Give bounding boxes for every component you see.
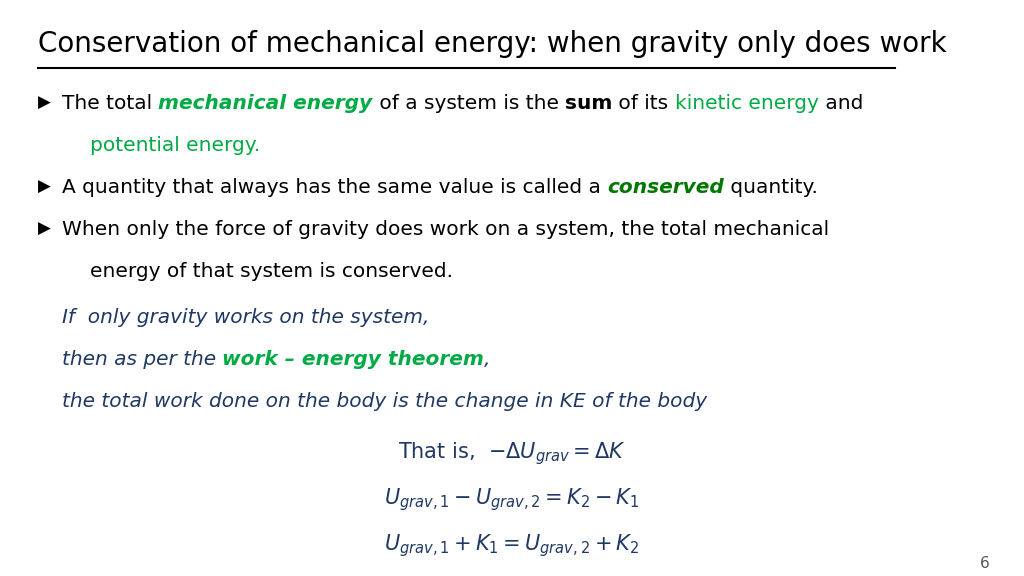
Text: work – energy theorem: work – energy theorem	[222, 350, 484, 369]
Text: of its: of its	[612, 94, 675, 113]
Text: If  only gravity works on the system,: If only gravity works on the system,	[62, 308, 429, 327]
Text: A quantity that always has the same value is called a: A quantity that always has the same valu…	[62, 178, 607, 197]
Text: ,: ,	[484, 350, 490, 369]
Text: ▶: ▶	[38, 94, 51, 112]
Text: The total: The total	[62, 94, 159, 113]
Text: energy of that system is conserved.: energy of that system is conserved.	[90, 262, 453, 281]
Text: potential energy.: potential energy.	[90, 136, 260, 155]
Text: $U_{grav,1} + K_1 = U_{grav,2} + K_2$: $U_{grav,1} + K_1 = U_{grav,2} + K_2$	[384, 532, 640, 559]
Text: sum: sum	[565, 94, 612, 113]
Text: When only the force of gravity does work on a system, the total mechanical: When only the force of gravity does work…	[62, 220, 829, 239]
Text: then as per the: then as per the	[62, 350, 222, 369]
Text: mechanical energy: mechanical energy	[159, 94, 373, 113]
Text: Conservation of mechanical energy: when gravity only does work: Conservation of mechanical energy: when …	[38, 30, 946, 58]
Text: of a system is the: of a system is the	[373, 94, 565, 113]
Text: quantity.: quantity.	[724, 178, 818, 197]
Text: ▶: ▶	[38, 178, 51, 196]
Text: kinetic energy: kinetic energy	[675, 94, 819, 113]
Text: That is,  $-\Delta U_{grav}= \Delta K$: That is, $-\Delta U_{grav}= \Delta K$	[398, 440, 626, 467]
Text: $U_{grav,1} - U_{grav,2} = K_2 - K_1$: $U_{grav,1} - U_{grav,2} = K_2 - K_1$	[384, 486, 640, 513]
Text: and: and	[819, 94, 863, 113]
Text: conserved: conserved	[607, 178, 724, 197]
Text: ▶: ▶	[38, 220, 51, 238]
Text: the total work done on the body is the change in KE of the body: the total work done on the body is the c…	[62, 392, 708, 411]
Text: 6: 6	[980, 556, 990, 571]
